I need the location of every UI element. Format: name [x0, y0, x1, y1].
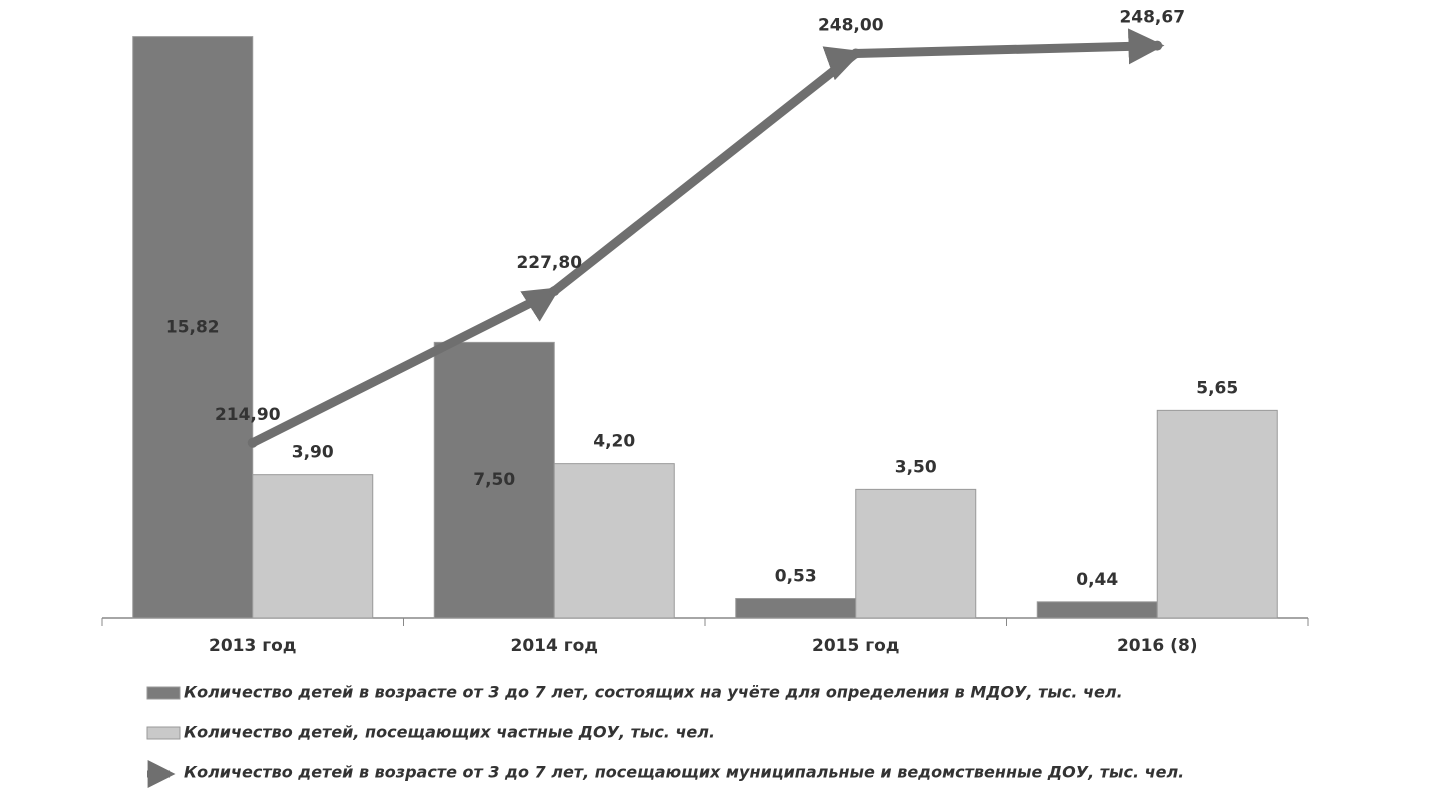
bar: [553, 463, 675, 619]
bar: [1036, 601, 1158, 619]
x-tick-label: 2013 год: [209, 636, 297, 656]
x-tick-label: 2014 год: [510, 636, 598, 656]
data-label: 0,53: [775, 567, 817, 587]
legend-label: Количество детей, посещающих частные ДОУ…: [184, 723, 715, 742]
data-label: 248,67: [1119, 8, 1185, 28]
line-point: [549, 286, 560, 297]
line-point: [1152, 40, 1163, 51]
data-label: 15,82: [166, 317, 220, 337]
bar: [855, 488, 977, 619]
legend-label: Количество детей в возрасте от 3 до 7 ле…: [184, 763, 1184, 782]
data-label: 7,50: [473, 470, 515, 490]
data-label: 3,50: [895, 457, 937, 477]
data-label: 214,90: [215, 405, 281, 425]
line-point: [247, 437, 258, 448]
legend-swatch: [146, 726, 181, 740]
bar: [252, 474, 374, 619]
data-label: 0,44: [1076, 570, 1118, 590]
data-label: 3,90: [292, 443, 334, 463]
data-label: 4,20: [593, 432, 635, 452]
line-point: [850, 48, 861, 59]
line: [250, 28, 1165, 447]
data-label: 248,00: [818, 16, 884, 36]
bar: [132, 36, 254, 619]
data-label: 227,80: [516, 253, 582, 273]
data-label: 5,65: [1196, 378, 1238, 398]
x-tick-label: 2015 год: [812, 636, 900, 656]
bar: [1156, 409, 1278, 619]
legend-swatch: [146, 686, 181, 700]
bar: [735, 598, 857, 619]
x-tick-label: 2016 (8): [1117, 636, 1198, 656]
legend-label: Количество детей в возрасте от 3 до 7 ле…: [184, 683, 1123, 702]
